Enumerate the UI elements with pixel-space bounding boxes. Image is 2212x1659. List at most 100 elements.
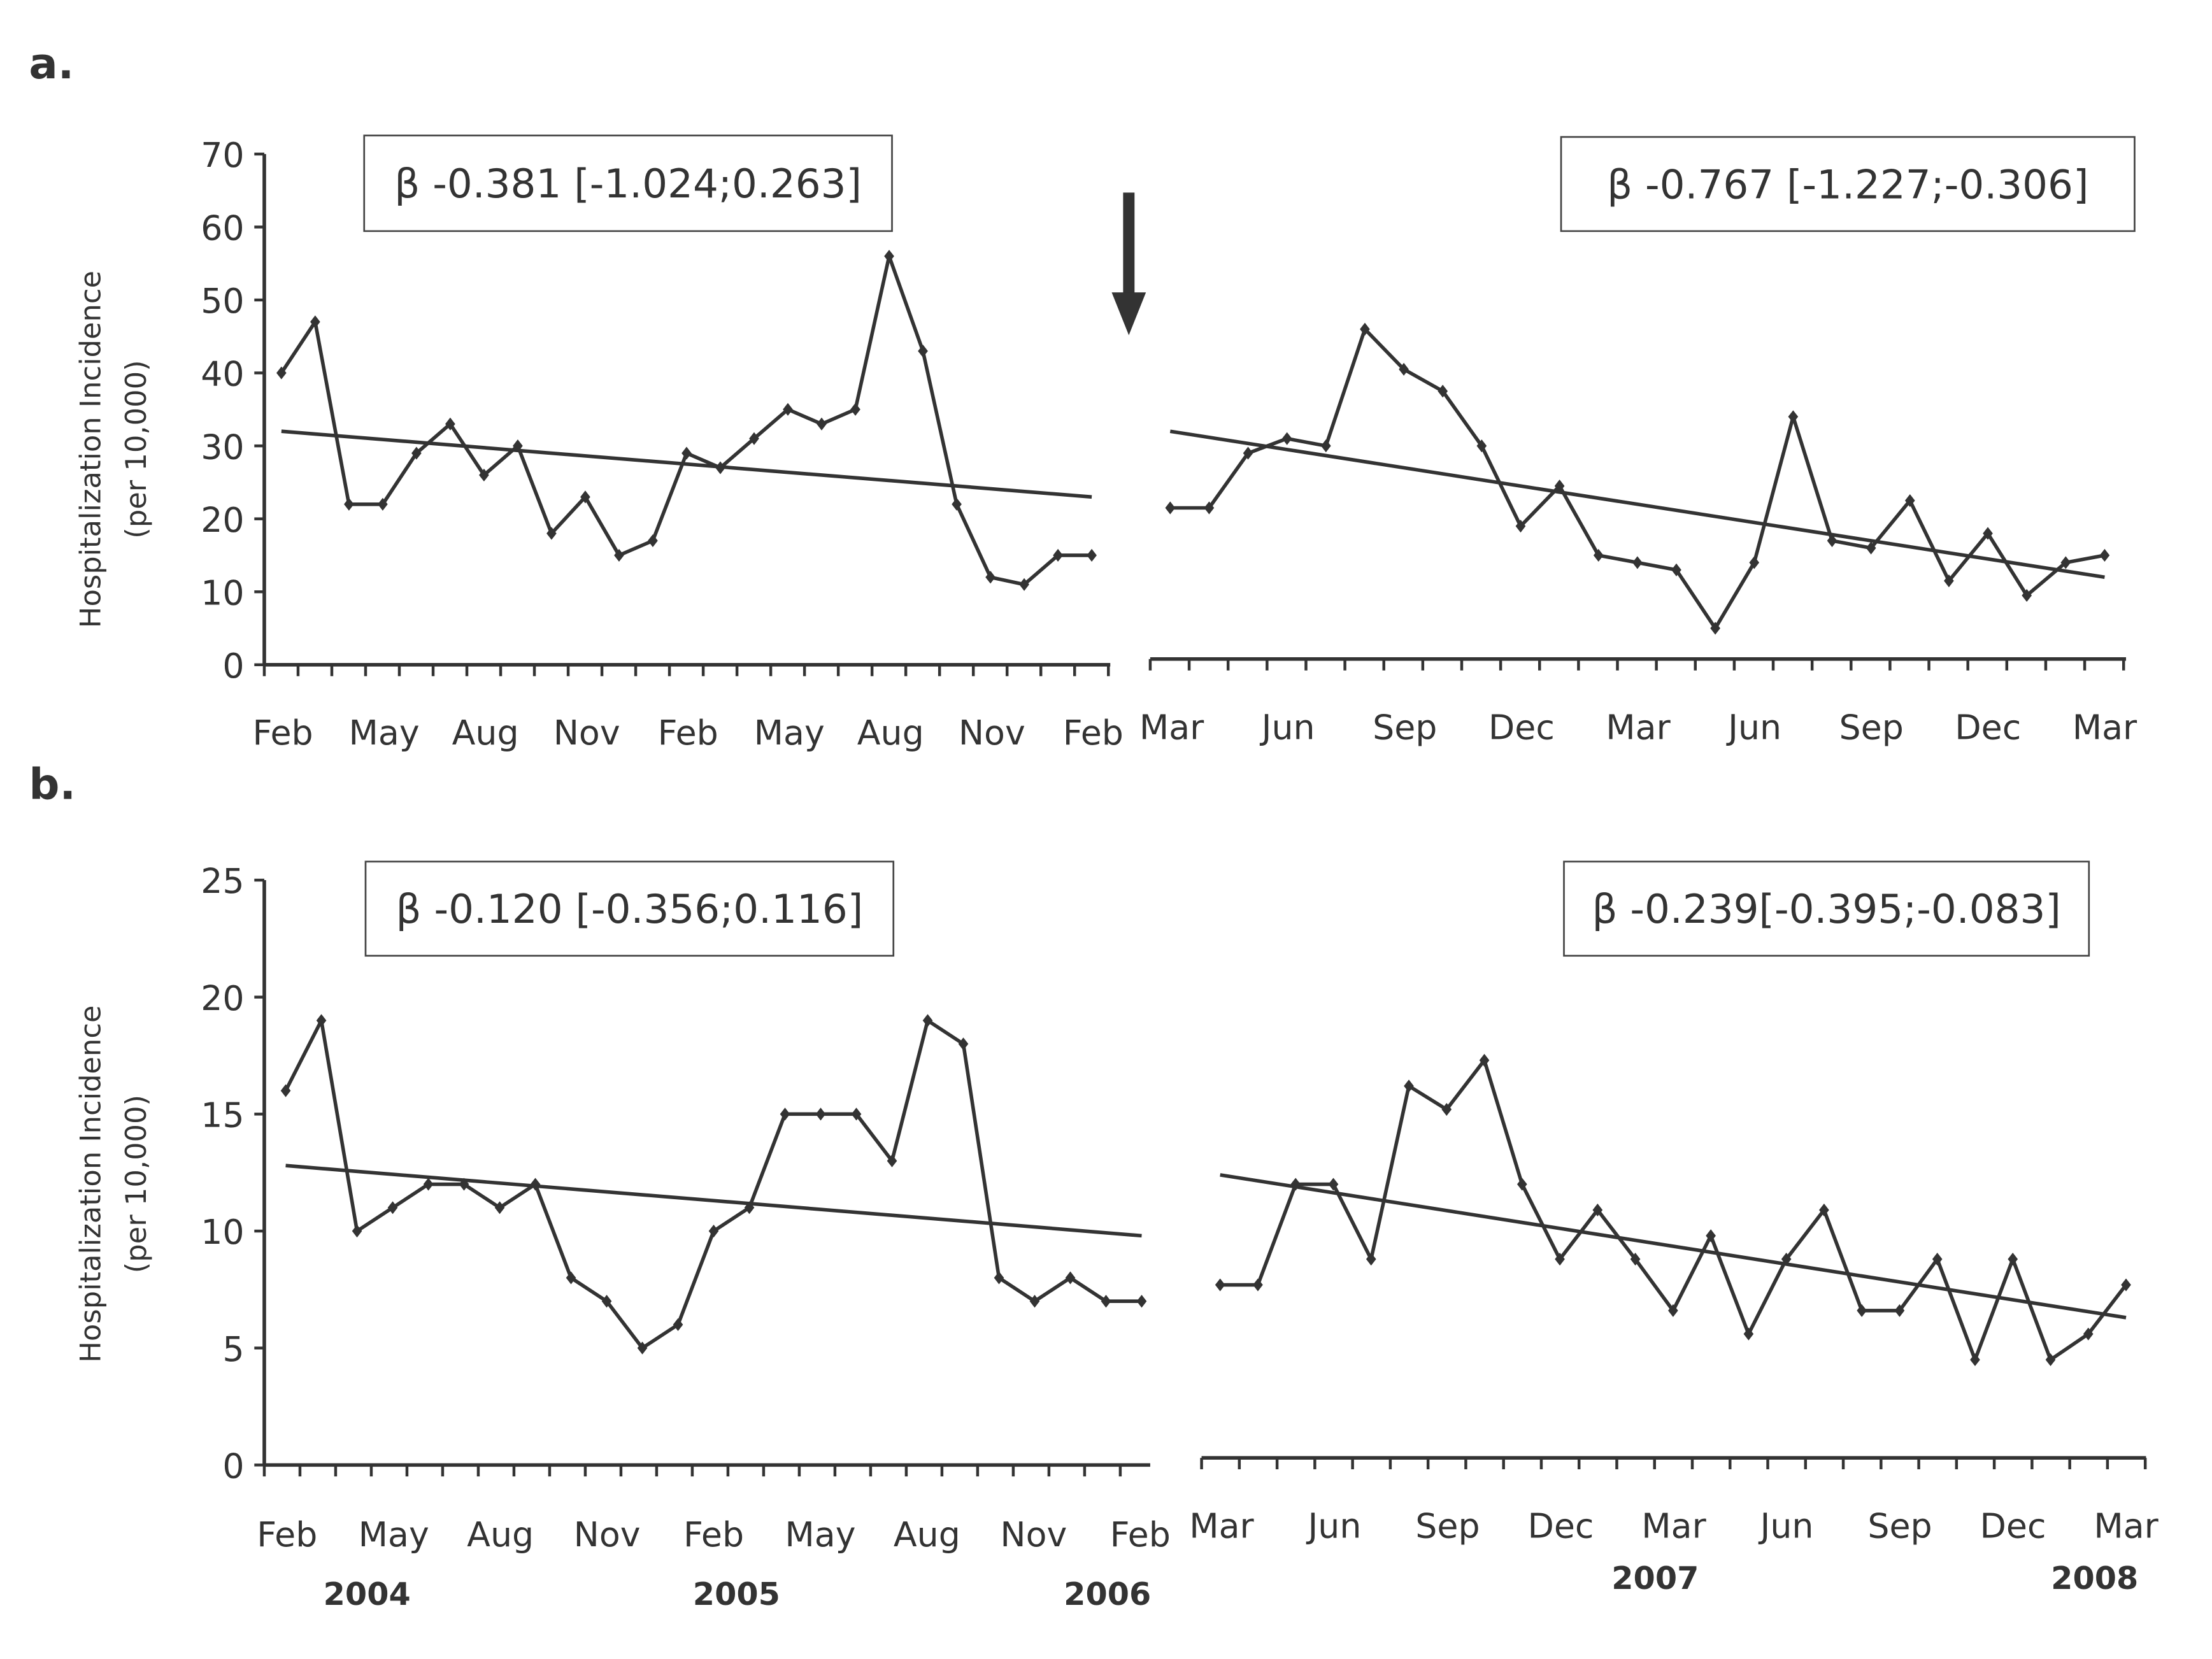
data-point bbox=[310, 315, 320, 329]
data-point bbox=[1243, 446, 1253, 460]
x-tick-label: Sep bbox=[1839, 707, 1904, 747]
year-label-2005: 2005 bbox=[693, 1576, 780, 1613]
y-tick-label: 20 bbox=[201, 978, 244, 1018]
panel-label-a: a. bbox=[29, 39, 74, 89]
beta-annotation: β -0.381 [-1.024;0.263] bbox=[394, 160, 862, 207]
data-point bbox=[2022, 588, 2032, 602]
x-tick-label: Sep bbox=[1867, 1506, 1932, 1546]
x-tick-label: Jun bbox=[1758, 1506, 1813, 1546]
data-point bbox=[2083, 1327, 2094, 1341]
x-tick-label: May bbox=[349, 713, 420, 753]
data-point bbox=[2099, 548, 2110, 562]
x-tick-label: Sep bbox=[1373, 707, 1437, 747]
y-tick-label: 0 bbox=[222, 646, 244, 686]
data-point bbox=[1932, 1253, 1943, 1266]
data-point bbox=[1320, 439, 1331, 453]
beta-box bbox=[1560, 136, 2136, 232]
data-point bbox=[411, 446, 422, 460]
data-point bbox=[1706, 1229, 1716, 1242]
data-point bbox=[1970, 1353, 1980, 1367]
x-tick-label: Jun bbox=[1726, 707, 1781, 747]
data-point bbox=[352, 1224, 362, 1238]
x-tick-label: Feb bbox=[252, 713, 313, 753]
data-point bbox=[1904, 494, 1915, 508]
y-tick-label: 60 bbox=[201, 208, 244, 248]
data-point bbox=[1215, 1278, 1225, 1292]
trend-line bbox=[281, 429, 1092, 499]
data-point bbox=[614, 548, 624, 562]
x-tick-label: Mar bbox=[1606, 707, 1671, 747]
data-point bbox=[851, 1107, 862, 1121]
x-tick-label: Mar bbox=[1189, 1506, 1254, 1546]
y-tick-label: 40 bbox=[201, 354, 244, 394]
y-tick-label: 20 bbox=[201, 500, 244, 540]
data-point bbox=[344, 497, 354, 511]
data-point bbox=[1554, 480, 1565, 493]
x-tick-label: Dec bbox=[1955, 707, 2021, 747]
year-label-2008: 2008 bbox=[2051, 1560, 2138, 1597]
data-point bbox=[744, 1201, 755, 1214]
data-point bbox=[1290, 1178, 1301, 1191]
year-label-2007: 2007 bbox=[1611, 1560, 1699, 1597]
data-point bbox=[1029, 1295, 1040, 1308]
data-point bbox=[513, 439, 523, 453]
data-point bbox=[1668, 1304, 1678, 1318]
x-tick-label: May bbox=[359, 1514, 429, 1555]
x-tick-label: Nov bbox=[1000, 1514, 1067, 1555]
data-point bbox=[601, 1295, 612, 1308]
data-point bbox=[378, 497, 388, 511]
data-point bbox=[715, 461, 725, 474]
y-tick-label: 10 bbox=[201, 1212, 244, 1252]
data-point bbox=[1592, 1203, 1603, 1217]
data-point bbox=[459, 1178, 469, 1191]
x-tick-label: Nov bbox=[574, 1514, 641, 1555]
data-point bbox=[815, 1107, 826, 1121]
data-point bbox=[530, 1178, 541, 1191]
x-tick-label: Mar bbox=[1139, 707, 1204, 747]
year-label-2006: 2006 bbox=[1064, 1576, 1151, 1613]
chart-a-pre: 0 10 20 30 40 50 60 70 Feb May Aug Nov Feb May Aug Nov F… bbox=[201, 134, 1124, 753]
x-tick-label: Nov bbox=[959, 713, 1025, 753]
y-axis-label-b: Hospitalization Incidence bbox=[73, 1005, 107, 1362]
beta-box bbox=[364, 860, 895, 957]
x-tick-label: Mar bbox=[1641, 1506, 1706, 1546]
x-tick-label: Jun bbox=[1306, 1506, 1361, 1546]
x-tick-label: Mar bbox=[2094, 1506, 2158, 1546]
data-point bbox=[479, 468, 489, 482]
data-point bbox=[1781, 1253, 1792, 1266]
data-point bbox=[985, 571, 995, 584]
data-point bbox=[1479, 1053, 1490, 1067]
data-point bbox=[1819, 1203, 1829, 1217]
x-tick-label: Feb bbox=[1063, 713, 1124, 753]
x-tick-label: Dec bbox=[1527, 1506, 1594, 1546]
data-point bbox=[423, 1178, 434, 1191]
intervention-arrow bbox=[1111, 192, 1146, 336]
x-tick-label: Dec bbox=[1980, 1506, 2046, 1546]
x-tick-label: Aug bbox=[467, 1514, 534, 1555]
y-axis-label-a: Hospitalization Incidence bbox=[73, 271, 107, 628]
x-tick-label: Jun bbox=[1260, 707, 1315, 747]
data-point bbox=[1360, 322, 1370, 336]
data-point bbox=[817, 417, 827, 431]
data-point bbox=[566, 1271, 576, 1285]
data-point bbox=[918, 345, 928, 358]
data-point bbox=[494, 1201, 505, 1214]
y-axis-sublabel-a: (per 10,000) bbox=[119, 360, 153, 538]
data-point bbox=[884, 250, 894, 263]
data-point bbox=[1857, 1304, 1867, 1318]
y-tick-label: 0 bbox=[222, 1446, 244, 1486]
data-point bbox=[2121, 1278, 2131, 1292]
beta-box bbox=[363, 134, 893, 232]
data-point bbox=[1404, 1079, 1414, 1093]
x-tick-label: May bbox=[785, 1514, 855, 1555]
data-point bbox=[546, 527, 557, 540]
panel-label-b: b. bbox=[29, 759, 76, 809]
y-tick-label: 50 bbox=[201, 281, 244, 321]
x-tick-label: Feb bbox=[683, 1514, 744, 1555]
data-point bbox=[783, 402, 793, 416]
data-point bbox=[1671, 563, 1681, 576]
data-point bbox=[1515, 520, 1526, 533]
data-point bbox=[850, 402, 860, 416]
y-tick-label: 10 bbox=[201, 573, 244, 613]
data-point bbox=[1165, 501, 1176, 515]
